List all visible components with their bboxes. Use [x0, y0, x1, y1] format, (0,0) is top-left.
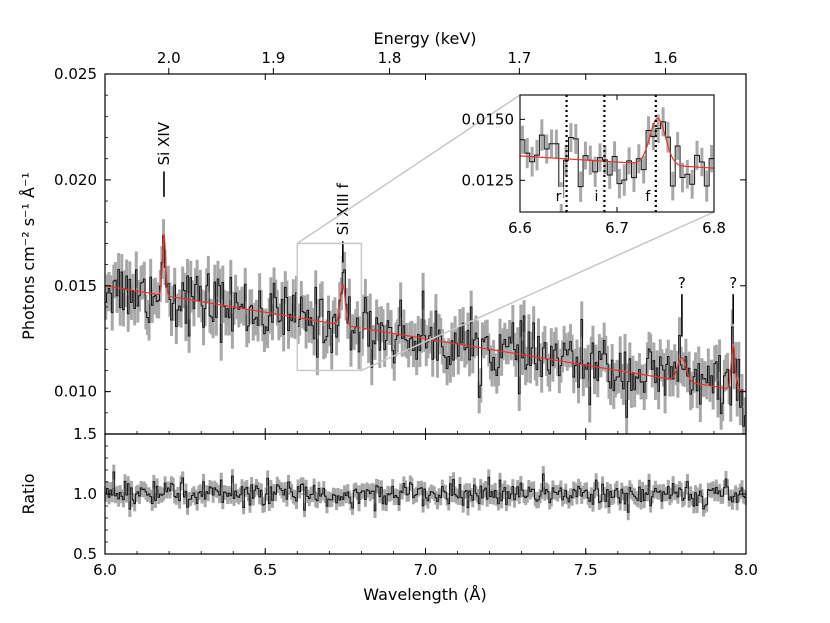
- inset-marker-label-bg: [641, 187, 653, 204]
- main-y-tick-label: 0.015: [54, 277, 97, 295]
- ratio-data-steps: [105, 471, 746, 513]
- annotation-label: ?: [678, 274, 686, 292]
- line-annotations: Si XIV Si XIII f??: [155, 121, 737, 337]
- inset-marker-label-bg: [590, 187, 602, 204]
- top-energy-tick-label: 2.0: [157, 49, 181, 67]
- inset-background: [520, 95, 714, 212]
- x-tick-label: 8.0: [734, 561, 758, 579]
- ratio-y-tick-label: 1.5: [73, 425, 97, 443]
- main-y-tick-label: 0.010: [54, 383, 97, 401]
- inset-x-tick-label: 6.8: [702, 219, 726, 237]
- ratio-data-series: [105, 471, 746, 513]
- zoom-connector: [296, 94, 521, 245]
- top-axis-label: Energy (keV): [373, 29, 476, 48]
- inset-marker-label-bg: [552, 187, 564, 204]
- inset-data-series: [520, 121, 714, 199]
- annotation-label: Si XIV: [155, 121, 173, 165]
- x-tick-label: 7.5: [574, 561, 598, 579]
- main-y-tick-label: 0.025: [54, 65, 97, 83]
- annotation-label: ?: [729, 274, 737, 292]
- top-energy-tick-label: 1.6: [654, 49, 678, 67]
- inset-y-tick-label: 0.0125: [462, 171, 515, 189]
- main-error-bars: [104, 219, 747, 434]
- x-tick-label: 6.5: [253, 561, 277, 579]
- main-model-curve: [104, 234, 747, 393]
- top-energy-tick-label: 1.8: [378, 49, 402, 67]
- ratio-axes: 6.0 6.5 7.0 7.5 8.0 0.5 1.0 1.5: [73, 425, 758, 579]
- main-y-tick-label: 0.020: [54, 171, 97, 189]
- inset-panel: [520, 95, 714, 212]
- y-axis-label: Photons cm⁻² s⁻¹ Å⁻¹: [19, 172, 38, 340]
- zoom-box: [296, 94, 715, 372]
- main-model-series: [104, 234, 747, 393]
- ratio-y-tick-label: 0.5: [73, 545, 97, 563]
- zoom-rect: [296, 242, 363, 372]
- inset-marker-label: f: [645, 189, 651, 205]
- inset-x-tick-label: 6.7: [605, 219, 629, 237]
- ratio-axis-label: Ratio: [19, 473, 38, 514]
- x-tick-label: 6.0: [93, 561, 117, 579]
- inset-x-tick-label: 6.6: [508, 219, 532, 237]
- main-axes: 0.010 0.015 0.020 0.025 2.0 1.9 1.8 1.7 1.6: [54, 49, 747, 435]
- ratio-y-tick-label: 1.0: [73, 485, 97, 503]
- x-tick-label: 7.0: [414, 561, 438, 579]
- inset-axes: 6.6 6.7 6.8 0.0125 0.0150: [462, 94, 726, 237]
- inset-marker-label: i: [594, 189, 598, 205]
- top-energy-tick-label: 1.7: [507, 49, 531, 67]
- zoom-connector: [361, 211, 715, 372]
- inset-marker-label: r: [556, 189, 562, 205]
- inset-model-series: [519, 117, 715, 169]
- ratio-error-bars: [104, 464, 747, 521]
- x-axis-label: Wavelength (Å): [363, 585, 486, 604]
- annotation-label: Si XIII f: [334, 183, 352, 236]
- inset-y-tick-label: 0.0150: [462, 110, 515, 128]
- top-energy-tick-label: 1.9: [261, 49, 285, 67]
